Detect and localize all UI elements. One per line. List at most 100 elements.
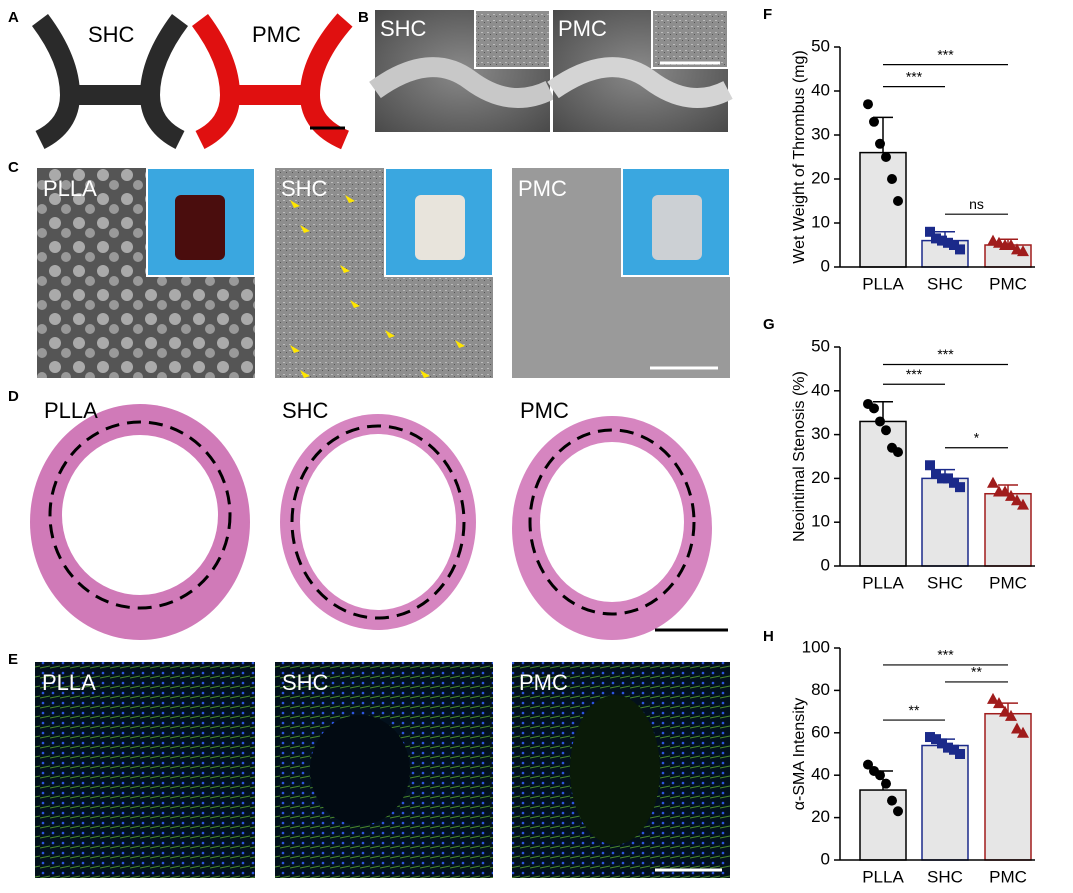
image-caption: PMC: [520, 398, 569, 423]
panel-b: B SHC PMC: [358, 9, 733, 132]
data-point: [863, 99, 873, 110]
significance-label: ***: [906, 68, 923, 84]
strut: [369, 57, 555, 108]
image-caption: PLLA: [42, 670, 96, 695]
y-tick-label: 0: [821, 555, 830, 574]
image-caption: SHC: [380, 16, 427, 41]
data-point: [931, 734, 941, 745]
data-point: [943, 237, 953, 248]
x-tick-label: PLLA: [862, 573, 904, 592]
significance-label: ***: [937, 346, 954, 362]
image-caption: PLLA: [43, 176, 97, 201]
data-point: [875, 770, 885, 781]
image-caption: SHC: [281, 176, 328, 201]
x-tick-label: PMC: [989, 867, 1027, 886]
data-point: [869, 116, 879, 127]
lumen: [62, 435, 218, 595]
sample: [652, 195, 702, 260]
chart: Hα-SMA Intensity 0 20 40 60 80 100 PLLA SHC PMC **…: [763, 628, 1035, 886]
data-point: [955, 482, 965, 493]
significance-label: ***: [937, 647, 954, 663]
significance-label: ns: [969, 196, 984, 212]
dashed-outline: [290, 424, 466, 620]
y-tick-label: 40: [811, 380, 830, 399]
data-point: [943, 473, 953, 484]
y-tick-label: 10: [811, 212, 830, 231]
y-axis-label: α-SMA Intensity: [791, 698, 808, 810]
significance-label: **: [909, 702, 920, 718]
y-tick-label: 50: [811, 36, 830, 55]
bar: [984, 712, 1032, 861]
data-point: [937, 738, 947, 749]
y-tick-label: 30: [811, 424, 830, 443]
data-point: [987, 692, 999, 704]
inset: [651, 9, 729, 69]
chart: F Wet Weight of Thrombus (mg) 0 10 20 30 40 50 P…: [763, 6, 1035, 293]
y-axis-label: Wet Weight of Thrombus (mg): [791, 50, 808, 263]
y-axis-label: Neointimal Stenosis (%): [791, 371, 808, 542]
x-tick-label: PMC: [989, 274, 1027, 293]
image-caption: SHC: [88, 22, 135, 47]
significance-label: ***: [906, 366, 923, 382]
data-point: [1011, 722, 1023, 734]
data-point: [1017, 245, 1029, 257]
x-tick-label: SHC: [927, 573, 963, 592]
strut-hole: [310, 715, 410, 825]
data-point: [881, 152, 891, 162]
fluorescence-image: [35, 662, 255, 878]
panel-d: D PLLA SHC PMC: [8, 388, 728, 640]
data-point: [1017, 726, 1029, 738]
data-point: [863, 759, 873, 770]
data-point: [937, 473, 947, 484]
significance-label: **: [971, 664, 982, 680]
lumen: [540, 442, 684, 602]
panel-label: B: [358, 9, 369, 26]
bar: [921, 477, 969, 567]
data-point: [869, 403, 879, 414]
data-point: [925, 226, 935, 237]
data-point: [949, 477, 959, 488]
data-point: [925, 460, 935, 471]
y-tick-label: 40: [811, 765, 830, 784]
y-tick-label: 60: [811, 722, 830, 741]
data-point: [931, 469, 941, 480]
data-point: [955, 244, 965, 255]
data-point: [893, 196, 903, 206]
panel-label: A: [8, 9, 19, 26]
data-point: [893, 447, 903, 458]
panel-label: E: [8, 651, 18, 668]
data-point: [1017, 498, 1029, 510]
bar: [859, 789, 907, 861]
data-point: [881, 425, 891, 436]
panel-e: E PLLA SHC PMC: [8, 651, 730, 878]
data-point: [931, 233, 941, 244]
y-tick-label: 0: [821, 256, 830, 275]
image-caption: SHC: [282, 670, 329, 695]
sample: [175, 195, 225, 260]
y-tick-label: 20: [811, 468, 830, 487]
data-point: [937, 235, 947, 246]
strut-hole: [570, 695, 660, 845]
y-tick-label: 0: [821, 849, 830, 868]
data-point: [893, 806, 903, 817]
data-point: [1005, 489, 1017, 501]
panel-label: G: [763, 316, 775, 333]
strut: [547, 57, 733, 108]
image-caption: PMC: [518, 176, 567, 201]
data-point: [999, 705, 1011, 717]
y-tick-label: 20: [811, 168, 830, 187]
data-point: [955, 749, 965, 759]
data-point: [1005, 239, 1017, 250]
x-tick-label: PLLA: [862, 274, 904, 293]
panel-c: C PLLA SHC PMC: [8, 159, 731, 378]
data-point: [993, 697, 1005, 709]
panel-label: C: [8, 159, 19, 176]
data-point: [999, 485, 1011, 497]
panel-label: H: [763, 628, 774, 645]
x-tick-label: SHC: [927, 867, 963, 886]
bar: [859, 420, 907, 567]
x-tick-label: PLLA: [862, 867, 904, 886]
data-point: [887, 174, 897, 184]
x-tick-label: PMC: [989, 573, 1027, 592]
image-caption: PLLA: [44, 398, 98, 423]
